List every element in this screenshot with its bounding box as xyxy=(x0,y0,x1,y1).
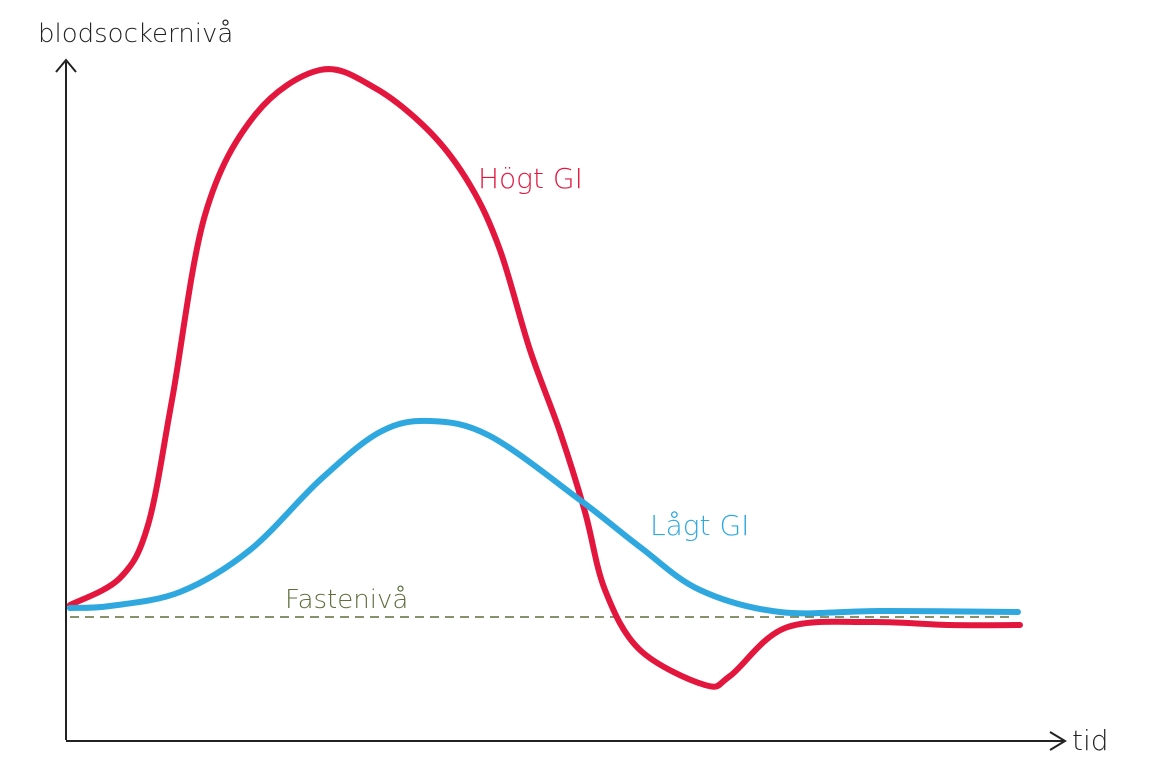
high-gi-curve xyxy=(67,66,1023,690)
low-gi-curve xyxy=(67,417,1021,617)
baseline-label: Fastenivå xyxy=(285,584,408,615)
low-gi-label: Lågt GI xyxy=(650,509,749,542)
high-gi-label: Högt GI xyxy=(478,162,583,195)
x-axis-arrow xyxy=(1049,731,1067,751)
x-axis-label: tid xyxy=(1072,724,1109,757)
y-axis-label: blodsockernivå xyxy=(38,18,233,49)
y-axis-arrow xyxy=(55,58,77,73)
